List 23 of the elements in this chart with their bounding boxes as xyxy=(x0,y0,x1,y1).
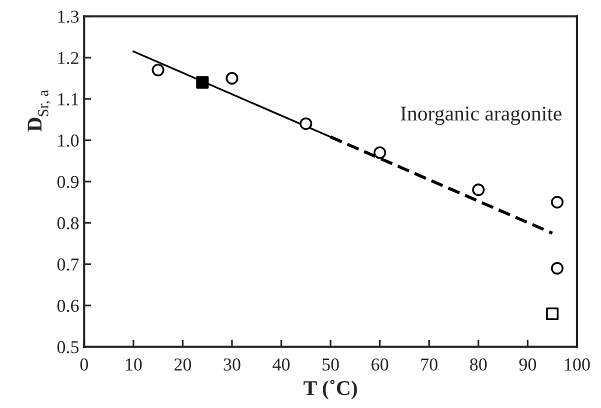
y-tick-label: 1.1 xyxy=(58,93,78,106)
x-tick-label: 80 xyxy=(470,358,487,371)
y-tick-label: 0.5 xyxy=(57,341,79,354)
y-axis-title: DSr, a xyxy=(28,90,51,132)
y-tick-label: 0.6 xyxy=(57,300,79,312)
x-tick-label: 20 xyxy=(174,358,192,371)
x-tick-label: 10 xyxy=(126,358,142,371)
y-tick-label: 0.7 xyxy=(57,258,79,271)
annotation: Inorganic aragonite xyxy=(400,106,562,125)
x-tick-label: 40 xyxy=(272,358,290,371)
x-tick-label: 30 xyxy=(224,358,240,371)
x-tick-label: 100 xyxy=(565,358,590,371)
x-tick-label: 90 xyxy=(519,358,536,371)
y-tick-label: 1.0 xyxy=(58,134,79,147)
x-tick-label: 70 xyxy=(421,358,438,371)
x-tick-label: 60 xyxy=(372,358,388,371)
y-tick-label: 0.8 xyxy=(57,217,79,230)
y-tick-label: 1.2 xyxy=(58,52,78,64)
x-axis-title: T (˚C) xyxy=(304,380,357,400)
y-tick-label: 0.9 xyxy=(57,176,79,188)
x-tick-label: 50 xyxy=(322,358,339,371)
y-tick-label: 1.3 xyxy=(58,10,79,23)
x-tick-label: 0 xyxy=(80,358,88,371)
